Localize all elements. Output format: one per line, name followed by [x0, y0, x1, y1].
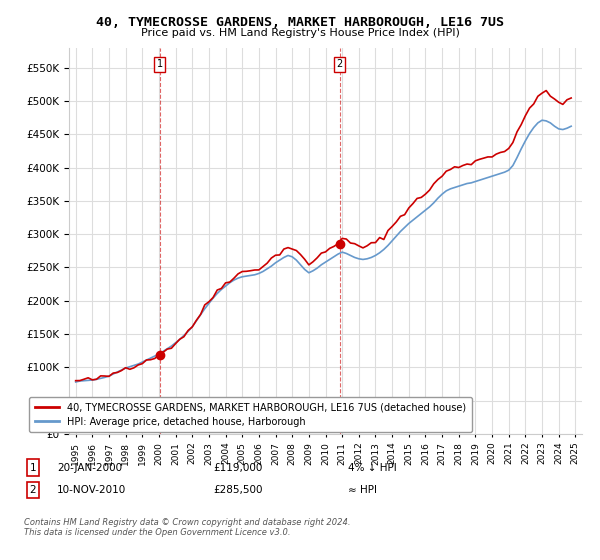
Legend: 40, TYMECROSSE GARDENS, MARKET HARBOROUGH, LE16 7US (detached house), HPI: Avera: 40, TYMECROSSE GARDENS, MARKET HARBOROUG…	[29, 397, 472, 432]
Text: 20-JAN-2000: 20-JAN-2000	[57, 463, 122, 473]
Text: 10-NOV-2010: 10-NOV-2010	[57, 485, 126, 495]
Text: 2: 2	[29, 485, 37, 495]
Text: £119,000: £119,000	[213, 463, 262, 473]
Text: 40, TYMECROSSE GARDENS, MARKET HARBOROUGH, LE16 7US: 40, TYMECROSSE GARDENS, MARKET HARBOROUG…	[96, 16, 504, 29]
Text: 1: 1	[29, 463, 37, 473]
Text: £285,500: £285,500	[213, 485, 263, 495]
Text: 1: 1	[157, 59, 163, 69]
Text: ≈ HPI: ≈ HPI	[348, 485, 377, 495]
Text: Price paid vs. HM Land Registry's House Price Index (HPI): Price paid vs. HM Land Registry's House …	[140, 28, 460, 38]
Text: 2: 2	[337, 59, 343, 69]
Text: 4% ↓ HPI: 4% ↓ HPI	[348, 463, 397, 473]
Text: Contains HM Land Registry data © Crown copyright and database right 2024.
This d: Contains HM Land Registry data © Crown c…	[24, 518, 350, 538]
